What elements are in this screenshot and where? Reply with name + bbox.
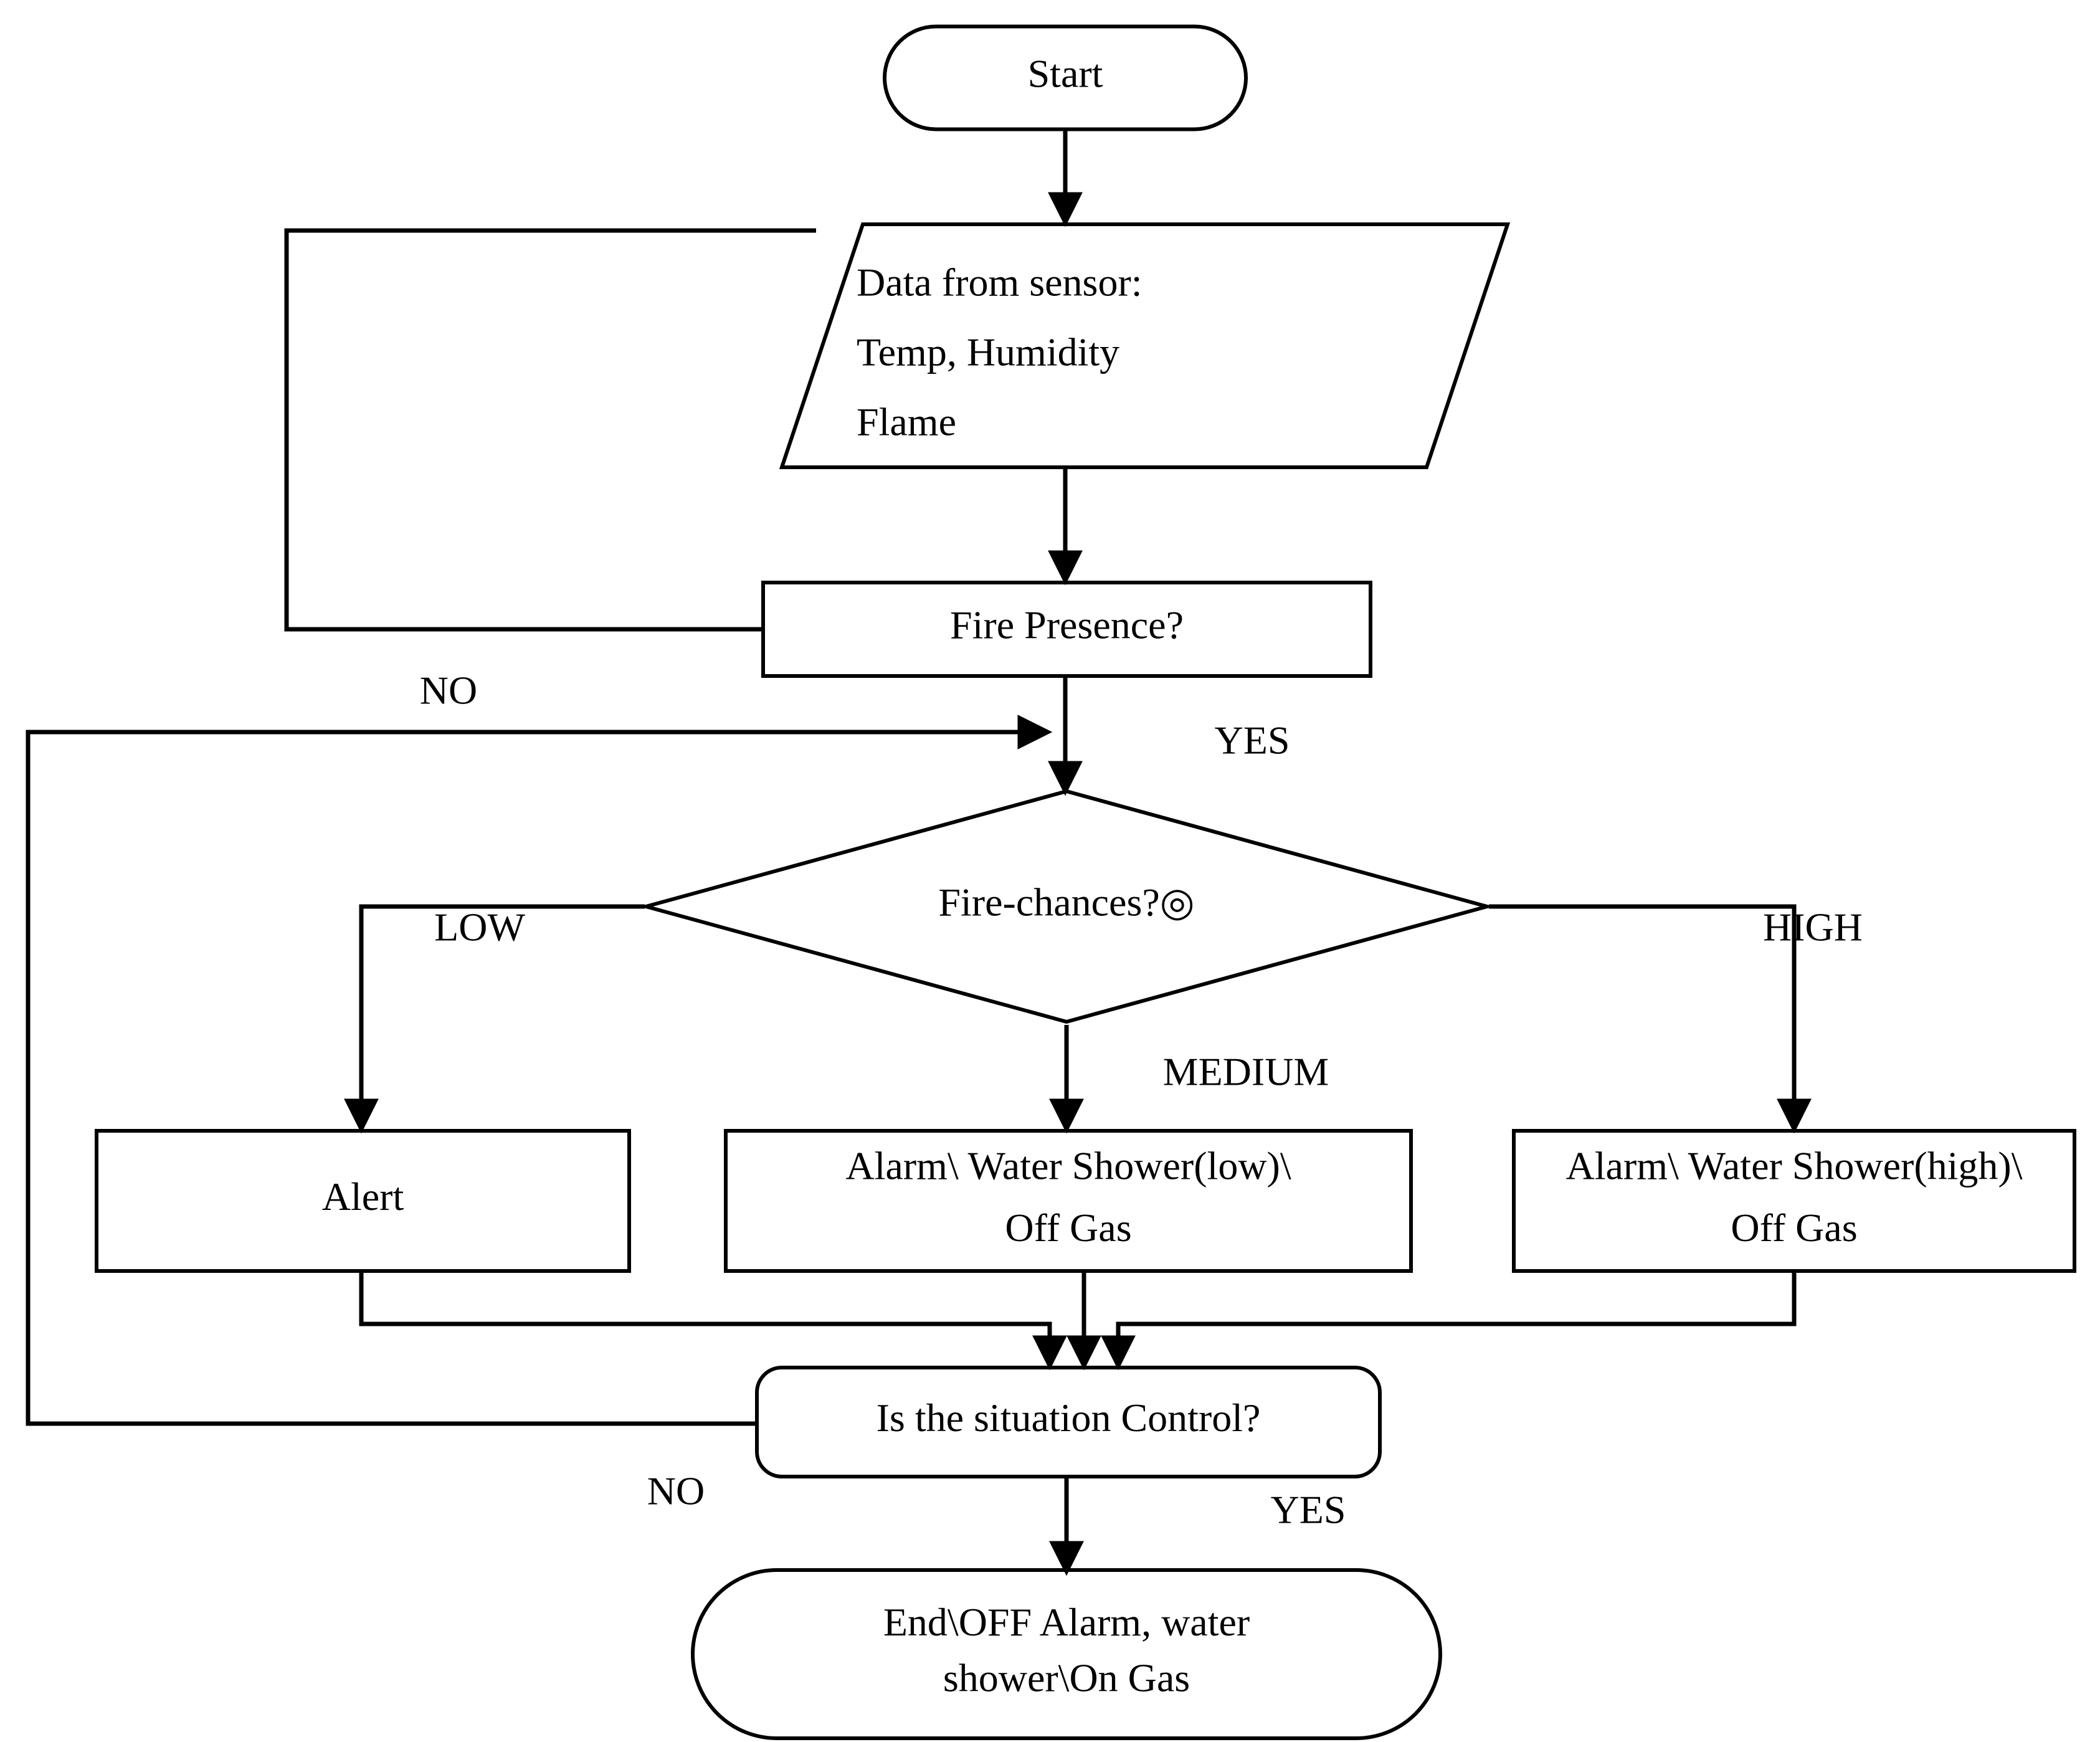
svg-text:Fire-chances?◎: Fire-chances?◎ — [938, 880, 1194, 925]
edge-label-control_to_end: YES — [1271, 1488, 1346, 1532]
svg-text:Start: Start — [1028, 52, 1103, 96]
svg-text:Alert: Alert — [322, 1174, 404, 1219]
svg-text:Alarm\ Water Shower(high)\: Alarm\ Water Shower(high)\ — [1565, 1144, 2022, 1188]
svg-text:shower\On Gas: shower\On Gas — [943, 1655, 1190, 1700]
svg-text:Data from sensor:: Data from sensor: — [857, 260, 1143, 305]
edge-alert_to_join — [361, 1271, 1050, 1364]
node-action_med: Alarm\ Water Shower(low)\ Off Gas — [726, 1131, 1411, 1271]
node-action_high: Alarm\ Water Shower(high)\ Off Gas — [1514, 1131, 2074, 1271]
node-end: End\OFF Alarm, water shower\On Gas — [693, 1570, 1440, 1738]
svg-text:Flame: Flame — [857, 400, 956, 444]
svg-text:Off Gas: Off Gas — [1005, 1206, 1131, 1250]
svg-text:Is the situation Control?: Is the situation Control? — [877, 1396, 1261, 1440]
node-fire_chances: Fire-chances?◎ — [646, 791, 1487, 1022]
edge-control_no_loop — [28, 732, 1047, 1424]
edge-chances_high — [1489, 907, 1794, 1128]
edge-high_to_join — [1118, 1271, 1794, 1364]
edge-label-chances_med: MEDIUM — [1163, 1050, 1329, 1094]
svg-text:End\OFF Alarm, water: End\OFF Alarm, water — [883, 1600, 1250, 1644]
edge-label-control_no_loop: NO — [647, 1469, 705, 1513]
svg-text:Off Gas: Off Gas — [1731, 1206, 1857, 1250]
edge-label-chances_low: LOW — [434, 905, 525, 950]
svg-text:Temp, Humidity: Temp, Humidity — [857, 330, 1119, 374]
flowchart-canvas: Start Data from sensor: Temp, Humidity Flam… — [0, 0, 2100, 1742]
node-sensor: Data from sensor: Temp, Humidity Flame — [782, 224, 1508, 467]
svg-text:Fire Presence?: Fire Presence? — [950, 603, 1184, 647]
edge-label-presence_no_loop: NO — [420, 669, 477, 713]
node-alert: Alert — [97, 1131, 629, 1271]
node-fire_presence: Fire Presence? — [763, 583, 1371, 676]
svg-text:Alarm\ Water Shower(low)\: Alarm\ Water Shower(low)\ — [845, 1144, 1291, 1188]
edge-presence_no_loop — [287, 231, 816, 629]
edge-label-yes_presence_label: YES — [1215, 718, 1290, 763]
node-control: Is the situation Control? — [757, 1368, 1380, 1477]
node-start: Start — [885, 27, 1246, 130]
edge-label-chances_high: HIGH — [1763, 905, 1863, 950]
